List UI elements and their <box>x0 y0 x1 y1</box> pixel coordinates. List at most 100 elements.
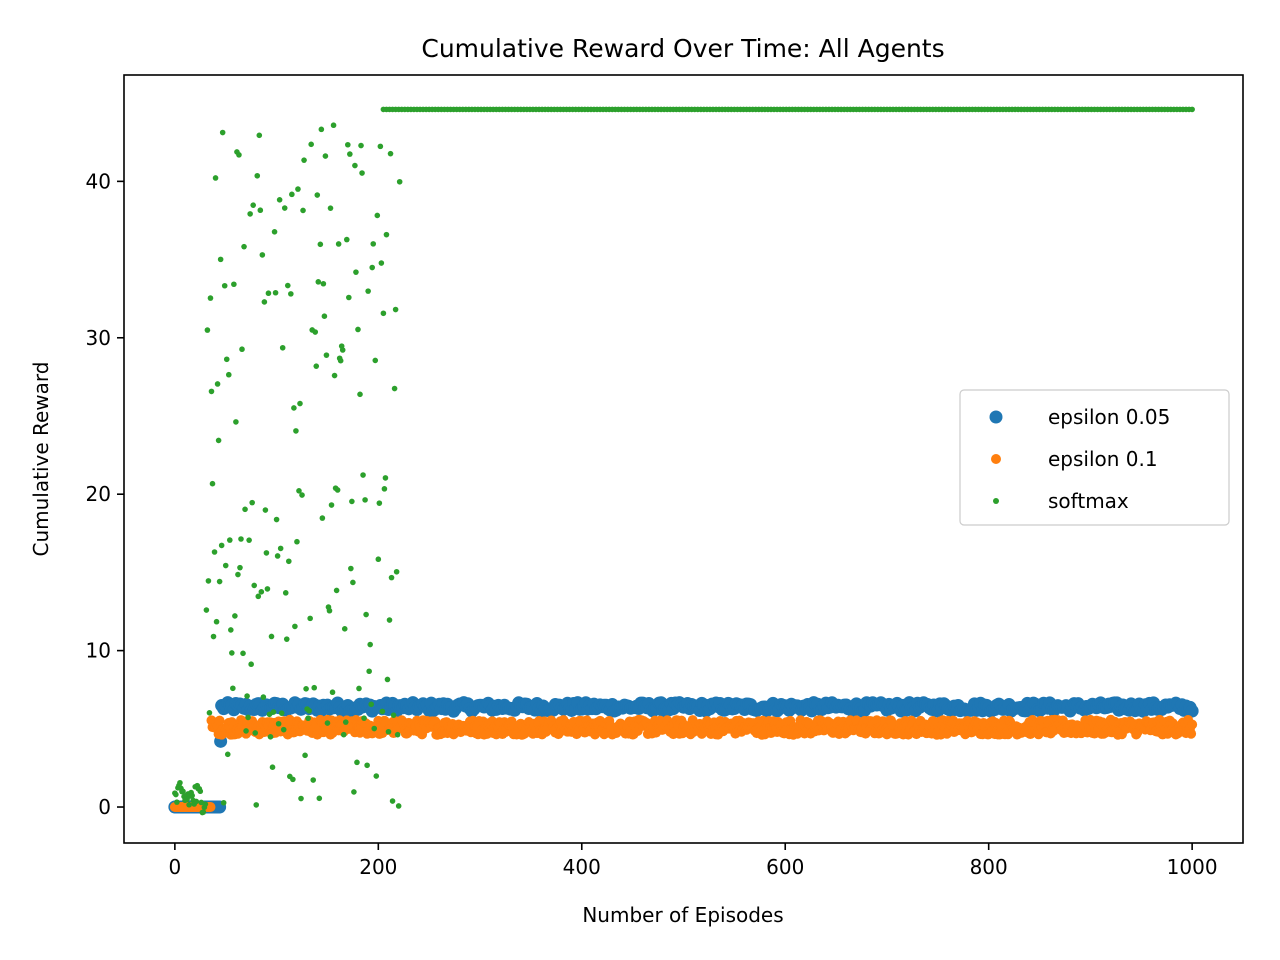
point-softmax <box>229 650 235 656</box>
point-softmax <box>215 437 222 444</box>
legend-box <box>959 389 1230 526</box>
point-softmax <box>274 553 281 559</box>
point-softmax <box>351 789 357 795</box>
y-tick-label: 0 <box>98 795 111 819</box>
point-softmax <box>279 344 286 351</box>
point-softmax <box>300 207 306 214</box>
point-softmax <box>355 326 361 333</box>
point-softmax <box>206 709 213 716</box>
point-softmax <box>334 487 341 493</box>
point-softmax <box>239 346 245 353</box>
point-softmax <box>312 329 319 335</box>
chart-title: Cumulative Reward Over Time: All Agents <box>421 34 944 63</box>
point-softmax <box>370 241 377 247</box>
point-softmax <box>213 618 220 625</box>
point-softmax <box>283 636 290 642</box>
plot-frame <box>123 74 1244 844</box>
point-softmax <box>359 170 365 176</box>
x-tick-label: 800 <box>970 855 1008 879</box>
point-softmax <box>361 715 367 721</box>
point-softmax <box>346 294 352 301</box>
point-softmax <box>259 252 266 258</box>
point-softmax <box>273 516 280 523</box>
point-softmax <box>383 231 390 238</box>
point-softmax <box>223 356 230 363</box>
point-softmax <box>311 684 318 691</box>
point-epsilon-01 <box>214 715 225 726</box>
point-softmax <box>236 152 242 158</box>
point-softmax <box>221 282 228 289</box>
point-softmax <box>248 661 254 668</box>
legend-marker-epsilon-005 <box>989 410 1003 424</box>
legend-marker-softmax <box>993 498 999 504</box>
point-softmax <box>327 205 334 211</box>
point-epsilon-01 <box>1187 719 1198 730</box>
point-softmax <box>365 288 371 294</box>
point-softmax <box>173 791 179 798</box>
point-softmax <box>226 537 233 543</box>
point-softmax <box>230 685 236 692</box>
point-softmax <box>357 391 363 398</box>
point-softmax <box>324 720 331 726</box>
point-softmax <box>379 708 386 715</box>
point-softmax <box>373 773 380 779</box>
point-softmax <box>290 776 296 783</box>
legend-marker-epsilon-01 <box>991 454 1001 464</box>
point-softmax <box>288 291 294 297</box>
point-softmax <box>328 502 335 508</box>
point-softmax <box>341 626 348 632</box>
point-softmax <box>310 777 317 783</box>
point-softmax <box>238 536 244 542</box>
point-softmax <box>253 802 260 808</box>
point-softmax <box>396 178 403 185</box>
point-softmax <box>262 507 269 513</box>
point-softmax <box>224 751 231 758</box>
legend: epsilon 0.05 epsilon 0.1 softmax <box>959 389 1230 526</box>
y-tick-label: 20 <box>86 482 111 506</box>
point-softmax <box>242 506 248 513</box>
point-softmax <box>222 562 229 569</box>
point-softmax <box>342 719 349 725</box>
point-softmax <box>261 299 268 305</box>
point-softmax <box>363 611 369 618</box>
points-layer <box>168 106 1199 816</box>
point-softmax <box>235 571 241 578</box>
point-softmax <box>218 542 225 549</box>
point-softmax <box>320 280 327 287</box>
y-axis-label: Cumulative Reward <box>29 362 53 557</box>
point-softmax <box>278 710 285 716</box>
point-softmax <box>180 788 186 795</box>
point-softmax <box>301 157 307 163</box>
point-softmax <box>362 497 368 503</box>
point-softmax <box>330 122 337 129</box>
point-softmax <box>352 162 358 169</box>
point-softmax <box>232 613 238 619</box>
point-softmax <box>289 191 295 198</box>
point-softmax <box>391 385 398 392</box>
point-softmax <box>307 615 313 622</box>
point-softmax <box>347 151 353 157</box>
point-softmax <box>233 419 239 425</box>
point-softmax <box>382 475 389 481</box>
point-softmax <box>296 488 302 494</box>
series-0 <box>168 696 1199 814</box>
point-softmax <box>364 762 370 769</box>
point-softmax <box>385 728 392 735</box>
point-softmax <box>295 186 301 192</box>
point-softmax <box>203 607 210 613</box>
point-softmax <box>281 205 288 211</box>
legend-label-softmax: softmax <box>1048 489 1129 513</box>
point-softmax <box>335 241 342 247</box>
point-softmax <box>285 558 292 565</box>
point-softmax <box>326 607 333 614</box>
point-softmax <box>386 617 393 623</box>
x-tick-label: 0 <box>168 855 181 879</box>
point-softmax <box>270 709 277 715</box>
point-softmax <box>331 372 338 379</box>
point-softmax <box>291 405 297 411</box>
point-softmax <box>315 279 322 285</box>
x-tick-label: 600 <box>766 855 804 879</box>
point-softmax <box>271 229 278 235</box>
point-softmax <box>358 142 364 149</box>
